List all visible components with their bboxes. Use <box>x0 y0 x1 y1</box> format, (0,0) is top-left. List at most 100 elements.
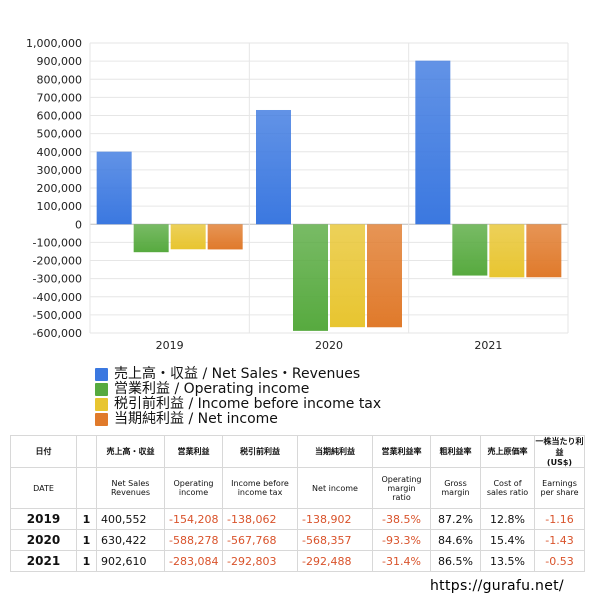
header-cell-en: Net Sales Revenues <box>96 467 165 509</box>
y-tick-label: 200,000 <box>37 182 83 195</box>
table-cell: -283,084 <box>164 550 223 572</box>
table-cell: 2020 <box>10 529 77 551</box>
bar-2021-s2 <box>452 224 488 276</box>
x-tick-label: 2021 <box>474 339 502 352</box>
table-cell: 86.5% <box>430 550 481 572</box>
legend-swatch <box>95 383 108 396</box>
header-cell-en: DATE <box>10 467 77 509</box>
table-cell: -292,803 <box>222 550 298 572</box>
bar-2020-s2 <box>293 224 328 331</box>
chart-legend: 売上高・収益 / Net Sales・Revenues 営業利益 / Operat… <box>95 367 381 427</box>
bar-2021-s1 <box>415 60 451 225</box>
x-tick-label: 2019 <box>156 339 184 352</box>
header-cell-jp: 粗利益率 <box>430 435 481 468</box>
legend-item: 営業利益 / Operating income <box>95 382 381 397</box>
header-cell-en: Earnings per share <box>534 467 585 509</box>
y-tick-label: 500,000 <box>37 128 83 141</box>
bar-2020-s4 <box>367 224 402 328</box>
table-cell: -138,902 <box>297 508 373 530</box>
table-cell: 87.2% <box>430 508 481 530</box>
table-cell: 2019 <box>10 508 77 530</box>
y-tick-label: 1,000,000 <box>26 37 82 50</box>
table-cell: -93.3% <box>372 529 431 551</box>
header-cell-en: Gross margin <box>430 467 481 509</box>
header-cell-jp: 一株当たり利益 (US$) <box>534 435 585 468</box>
table-header-en: DATE Net Sales Revenues Operating income In… <box>10 467 585 509</box>
legend-swatch <box>95 398 108 411</box>
y-tick-label: -400,000 <box>33 291 82 304</box>
header-cell-jp <box>76 435 97 468</box>
site-url: https://gurafu.net/ <box>430 578 564 594</box>
y-tick-label: -100,000 <box>33 236 82 249</box>
y-tick-label: 0 <box>75 218 82 231</box>
x-tick-label: 2020 <box>315 339 343 352</box>
bar-2019-s1 <box>96 151 132 225</box>
table-cell: -38.5% <box>372 508 431 530</box>
table-cell: 1 <box>76 529 97 551</box>
table-cell: 1 <box>76 550 97 572</box>
y-tick-label: 700,000 <box>37 91 83 104</box>
y-tick-label: 300,000 <box>37 164 83 177</box>
header-cell-en: Net income <box>297 467 373 509</box>
legend-label: 営業利益 / Operating income <box>114 381 310 397</box>
table-cell: -567,768 <box>222 529 298 551</box>
table-cell: 2021 <box>10 550 77 572</box>
legend-label: 当期純利益 / Net income <box>114 411 278 427</box>
financial-table: 日付 売上高・収益 営業利益 税引前利益 当期純利益 営業利益率 粗利益率 売上原価率 一株当た… <box>10 435 585 572</box>
bar-2020-s1 <box>256 109 291 225</box>
table-cell: 12.8% <box>480 508 535 530</box>
table-cell: 1 <box>76 508 97 530</box>
table-cell: -138,062 <box>222 508 298 530</box>
legend-item: 当期純利益 / Net income <box>95 412 381 427</box>
y-tick-label: 400,000 <box>37 146 83 159</box>
header-cell-jp: 売上原価率 <box>480 435 535 468</box>
table-row: 2019 1 400,552 -154,208 -138,062 -138,902 -38.… <box>10 508 585 530</box>
table-cell: -31.4% <box>372 550 431 572</box>
bar-2021-s3 <box>489 224 525 278</box>
y-tick-label: 600,000 <box>37 110 83 123</box>
bar-chart: 1,000,000 900,000 800,000 700,000 600,000 500… <box>26 37 569 352</box>
legend-swatch <box>95 368 108 381</box>
table-cell: 13.5% <box>480 550 535 572</box>
table-cell: -1.16 <box>534 508 585 530</box>
legend-swatch <box>95 413 108 426</box>
table-cell: 902,610 <box>96 550 165 572</box>
header-cell-jp: 税引前利益 <box>222 435 298 468</box>
y-tick-label: -500,000 <box>33 309 82 322</box>
table-cell: 84.6% <box>430 529 481 551</box>
table-cell: -292,488 <box>297 550 373 572</box>
header-cell-en: Income before income tax <box>222 467 298 509</box>
y-tick-label: -600,000 <box>33 327 82 340</box>
header-cell-en: Operating margin ratio <box>372 467 431 509</box>
bar-2019-s2 <box>133 224 169 253</box>
table-cell: 15.4% <box>480 529 535 551</box>
table-header-jp: 日付 売上高・収益 営業利益 税引前利益 当期純利益 営業利益率 粗利益率 売上原価率 一株当た… <box>10 435 585 468</box>
table-cell: 630,422 <box>96 529 165 551</box>
table-cell: -568,357 <box>297 529 373 551</box>
table-cell: -1.43 <box>534 529 585 551</box>
y-tick-label: 900,000 <box>37 55 83 68</box>
table-cell: -154,208 <box>164 508 223 530</box>
legend-item: 売上高・収益 / Net Sales・Revenues <box>95 367 381 382</box>
y-tick-label: 800,000 <box>37 73 83 86</box>
bar-2019-s3 <box>170 224 206 250</box>
y-tick-label: -200,000 <box>33 255 82 268</box>
table-cell: -0.53 <box>534 550 585 572</box>
table-row: 2020 1 630,422 -588,278 -567,768 -568,357 -93.… <box>10 529 585 551</box>
y-tick-label: -300,000 <box>33 273 82 286</box>
header-cell-en: Cost of sales ratio <box>480 467 535 509</box>
header-cell-en <box>76 467 97 509</box>
header-cell-jp: 営業利益率 <box>372 435 431 468</box>
table-cell: -588,278 <box>164 529 223 551</box>
header-cell-jp: 売上高・収益 <box>96 435 165 468</box>
y-tick-label: 100,000 <box>37 200 83 213</box>
bar-2020-s3 <box>330 224 365 328</box>
header-cell-jp: 日付 <box>10 435 77 468</box>
legend-item: 税引前利益 / Income before income tax <box>95 397 381 412</box>
table-cell: 400,552 <box>96 508 165 530</box>
header-cell-en: Operating income <box>164 467 223 509</box>
header-cell-jp: 営業利益 <box>164 435 223 468</box>
bar-2019-s4 <box>207 224 243 250</box>
bar-2021-s4 <box>526 224 562 278</box>
table-row: 2021 1 902,610 -283,084 -292,803 -292,488 -31.… <box>10 550 585 572</box>
